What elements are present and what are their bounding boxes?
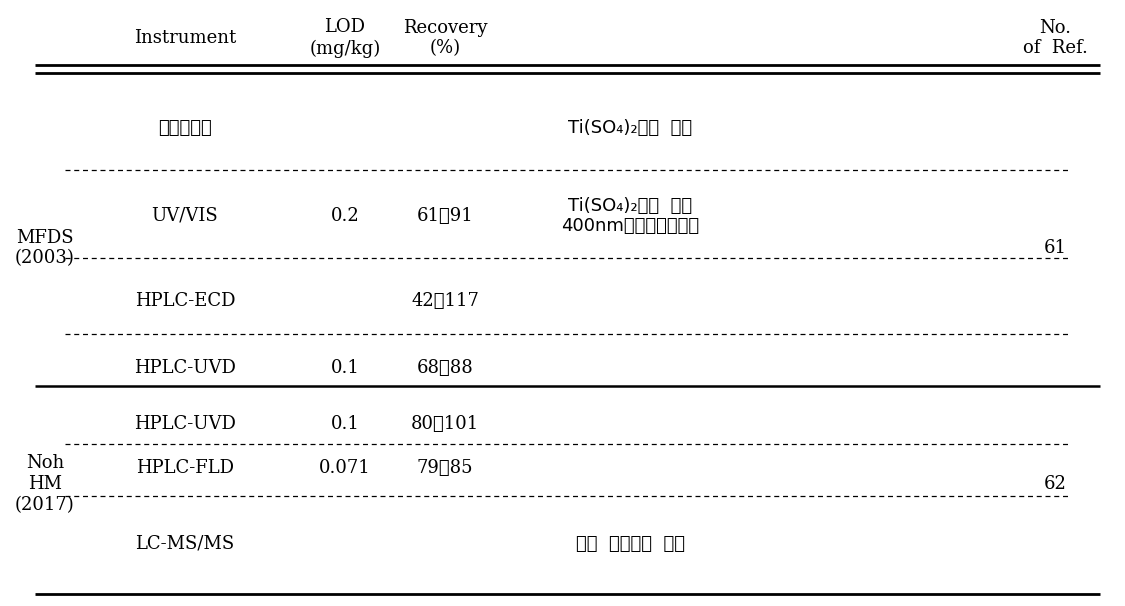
Text: UV/VIS: UV/VIS xyxy=(152,207,218,225)
Text: 68～88: 68～88 xyxy=(416,359,474,377)
Text: 61～91: 61～91 xyxy=(416,207,474,225)
Text: HPLC-FLD: HPLC-FLD xyxy=(136,459,234,477)
Text: Ti(SO₄)₂용액  이용
400nm에서흡광도측정: Ti(SO₄)₂용액 이용 400nm에서흡광도측정 xyxy=(561,196,699,235)
Text: LOD
(mg/kg): LOD (mg/kg) xyxy=(309,18,380,58)
Text: HPLC-UVD: HPLC-UVD xyxy=(134,359,236,377)
Text: 0.1: 0.1 xyxy=(331,415,360,433)
Text: 79～85: 79～85 xyxy=(416,459,474,477)
Text: Ti(SO₄)₂용액  이용: Ti(SO₄)₂용액 이용 xyxy=(568,119,692,137)
Text: 정량  확인위해  실험: 정량 확인위해 실험 xyxy=(576,535,684,553)
Text: 간이검출법: 간이검출법 xyxy=(159,119,212,137)
Text: 0.071: 0.071 xyxy=(319,459,371,477)
Text: Recovery
(%): Recovery (%) xyxy=(403,19,487,58)
Text: 42～117: 42～117 xyxy=(411,292,479,310)
Text: MFDS
(2003): MFDS (2003) xyxy=(15,228,75,267)
Text: 80～101: 80～101 xyxy=(411,415,479,433)
Text: HPLC-UVD: HPLC-UVD xyxy=(134,415,236,433)
Text: 62: 62 xyxy=(1044,475,1066,493)
Text: Instrument: Instrument xyxy=(134,29,236,47)
Text: HPLC-ECD: HPLC-ECD xyxy=(135,292,235,310)
Text: 61: 61 xyxy=(1044,239,1066,257)
Text: Noh
HM
(2017): Noh HM (2017) xyxy=(15,454,75,514)
Text: 0.1: 0.1 xyxy=(331,359,360,377)
Text: 0.2: 0.2 xyxy=(331,207,359,225)
Text: No.
of  Ref.: No. of Ref. xyxy=(1023,19,1088,58)
Text: LC-MS/MS: LC-MS/MS xyxy=(135,535,235,553)
